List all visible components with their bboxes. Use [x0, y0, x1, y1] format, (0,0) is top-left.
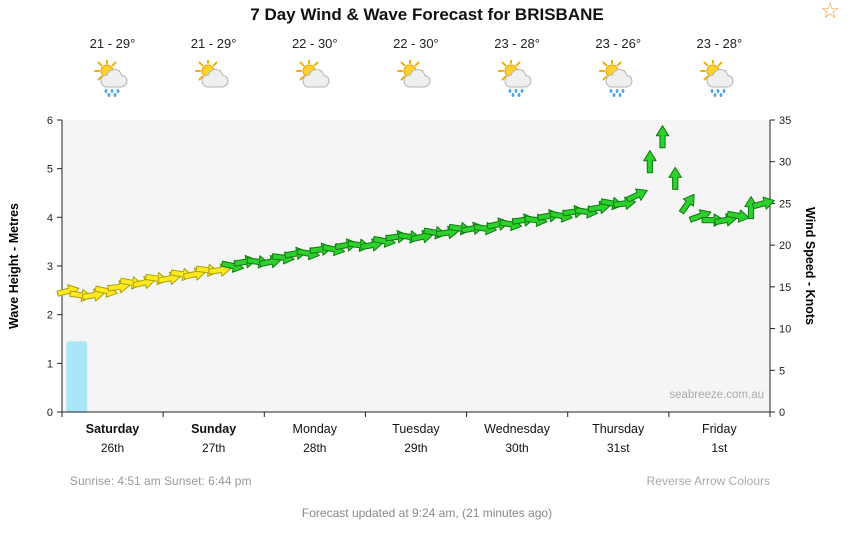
temperature-range: 22 - 30°: [393, 36, 439, 51]
svg-text:3: 3: [47, 261, 53, 273]
day-forecast-sunday: 21 - 29°: [163, 36, 264, 103]
svg-text:0: 0: [47, 407, 53, 419]
svg-text:5: 5: [47, 164, 53, 176]
forecast-chart: 0 1 2 3 4 5 6 0 5 10 15 20 25 30 35 Wave Height - Metre…: [7, 115, 817, 419]
rain-drops: [104, 89, 119, 97]
day-name: Wednesday: [484, 422, 550, 436]
svg-text:20: 20: [779, 240, 791, 252]
temperature-range: 22 - 30°: [291, 36, 338, 51]
plot-area: [62, 120, 770, 412]
temperature-range: 23 - 28°: [696, 36, 743, 51]
page-title: 7 Day Wind & Wave Forecast for BRISBANE: [250, 5, 604, 24]
day-label-saturday: Saturday 26th: [62, 422, 163, 455]
svg-text:1: 1: [47, 358, 53, 370]
day-label-wednesday: Wednesday 30th: [467, 422, 568, 455]
svg-text:0: 0: [779, 407, 785, 419]
temperature-range: 21 - 29°: [190, 36, 237, 51]
day-label-tuesday: Tuesday 29th: [365, 422, 466, 455]
watermark: seabreeze.com.au: [669, 389, 764, 401]
y-axis-label-right: Wind Speed - Knots: [803, 207, 817, 325]
day-forecast-tuesday: 22 - 30°: [365, 36, 466, 103]
day-name: Thursday: [592, 422, 645, 436]
y-axis-label-left: Wave Height - Metres: [7, 203, 21, 329]
updated-text: Forecast updated at 9:24 am, (21 minutes…: [301, 506, 553, 520]
svg-text:10: 10: [779, 324, 791, 336]
svg-text:25: 25: [779, 198, 791, 210]
wind-arrow: [625, 188, 648, 203]
rain-drops: [710, 89, 726, 97]
wind-arrow: [678, 193, 695, 215]
temperature-range: 23 - 26°: [595, 36, 642, 51]
day-forecast-wednesday: 23 - 28°: [467, 36, 568, 103]
day-forecast-monday: 22 - 30°: [264, 36, 365, 103]
day-date: 30th: [505, 441, 529, 455]
day-name: Tuesday: [392, 422, 440, 436]
wind-arrow: [751, 196, 775, 210]
weather-icon-sun-cloud-rain: [498, 58, 532, 97]
day-name: Saturday: [85, 422, 140, 436]
day-forecast-thursday: 23 - 26°: [568, 36, 669, 103]
weather-icon-sun-cloud: [396, 58, 431, 88]
wind-arrow: [643, 150, 657, 174]
svg-text:2: 2: [47, 310, 53, 322]
day-date: 27th: [201, 441, 226, 455]
wind-arrow: [726, 209, 750, 223]
weather-icon-sun-cloud: [194, 58, 229, 88]
wind-arrow: [655, 125, 670, 149]
day-date: 29th: [404, 441, 428, 455]
svg-text:4: 4: [47, 212, 53, 224]
day-forecast-friday: 23 - 28°: [669, 36, 770, 103]
day-date: 31st: [606, 441, 630, 455]
sunrise-sunset-text: Sunrise: 4:51 am Sunset: 6:44 pm: [70, 474, 252, 488]
temperature-range: 23 - 28°: [494, 36, 540, 51]
day-date: 28th: [303, 441, 327, 455]
svg-text:6: 6: [47, 115, 53, 127]
svg-text:15: 15: [779, 282, 791, 294]
day-forecast-saturday: 21 - 29°: [62, 36, 163, 103]
day-label-thursday: Thursday 31st: [568, 422, 669, 455]
day-name: Sunday: [191, 422, 237, 436]
svg-text:30: 30: [779, 157, 791, 169]
day-date: 1st: [711, 441, 728, 455]
day-name: Friday: [701, 422, 737, 436]
weather-icon-sun-cloud-rain: [700, 58, 734, 97]
day-label-monday: Monday 28th: [264, 422, 365, 455]
day-label-friday: Friday 1st: [669, 422, 770, 455]
rain-drops: [508, 89, 524, 97]
wind-arrow: [668, 166, 682, 190]
weather-icon-sun-cloud-rain: [599, 58, 633, 97]
temperature-range: 21 - 29°: [89, 36, 136, 51]
weather-icon-sun-cloud-rain: [93, 58, 127, 97]
weather-icon-sun-cloud: [295, 58, 330, 88]
rain-drops: [609, 89, 625, 97]
day-date: 26th: [100, 441, 125, 455]
wind-arrow: [688, 209, 712, 223]
svg-text:35: 35: [779, 115, 791, 127]
wind-arrows: [56, 125, 775, 302]
reverse-arrow-colours-link[interactable]: Reverse Arrow Colours: [646, 474, 770, 488]
wave-height-area: [66, 341, 88, 412]
wind-arrow: [744, 196, 758, 220]
favorite-star-icon[interactable]: ☆: [820, 0, 840, 23]
svg-text:5: 5: [779, 365, 785, 377]
day-label-sunday: Sunday 27th: [163, 422, 264, 455]
day-name: Monday: [292, 422, 338, 436]
